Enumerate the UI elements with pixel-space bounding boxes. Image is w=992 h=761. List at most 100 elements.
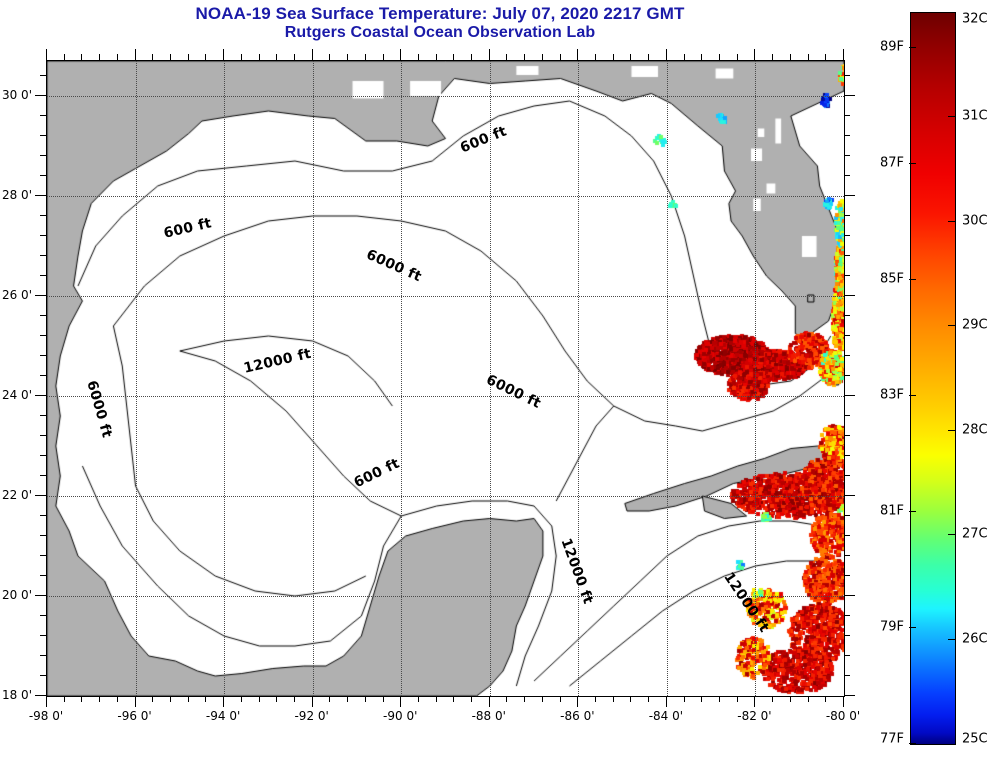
axis-tick-y: [40, 515, 46, 516]
axis-tick-y: [40, 415, 46, 416]
axis-tick-x: [719, 696, 721, 702]
axis-label-y: 20 0': [1, 588, 32, 602]
title-line-1: NOAA-19 Sea Surface Temperature: July 07…: [195, 4, 685, 23]
axis-tick-y: [844, 555, 850, 556]
colorbar-tick-fahrenheit: [909, 626, 916, 628]
axis-tick-y: [844, 195, 855, 196]
axis-tick-y: [844, 355, 850, 356]
colorbar-tick-celsius: [948, 220, 955, 222]
axis-tick-x: [240, 696, 242, 702]
axis-tick-x: [701, 696, 703, 702]
axis-tick-x: [435, 696, 437, 702]
axis-label-x: -80 0': [825, 709, 861, 723]
axis-tick-y: [844, 275, 850, 276]
axis-tick-y: [844, 695, 855, 696]
axis-tick-x: [754, 49, 756, 60]
axis-tick-x: [471, 696, 473, 702]
title-line-2: Rutgers Coastal Ocean Observation Lab: [284, 23, 596, 41]
axis-tick-x: [311, 696, 313, 707]
axis-tick-y: [844, 215, 850, 216]
axis-tick-y: [40, 635, 46, 636]
axis-tick-y: [844, 455, 850, 456]
axis-tick-x: [205, 54, 207, 60]
axis-tick-x: [524, 696, 526, 702]
colorbar-label-celsius: 32C: [962, 11, 988, 27]
colorbar-tick-fahrenheit: [909, 278, 916, 280]
axis-tick-y: [40, 475, 46, 476]
axis-tick-x: [453, 696, 455, 702]
axis-tick-y: [844, 675, 850, 676]
colorbar-gradient: [910, 12, 956, 745]
axis-tick-y: [844, 475, 850, 476]
axis-label-y: 30 0': [1, 88, 32, 102]
axis-tick-y: [40, 215, 46, 216]
axis-tick-x: [772, 54, 774, 60]
axis-tick-x: [400, 696, 402, 707]
axis-label-x: -96 0': [117, 709, 152, 723]
axis-tick-x: [471, 54, 473, 60]
colorbar-label-celsius: 28C: [962, 422, 988, 438]
axis-label-y: 24 0': [1, 388, 32, 402]
axis-tick-y: [40, 455, 46, 456]
axis-tick-y: [40, 335, 46, 336]
axis-tick-y: [844, 295, 855, 296]
axis-label-x: -86 0': [560, 709, 595, 723]
axis-tick-y: [40, 275, 46, 276]
axis-label-x: -98 0': [28, 709, 64, 723]
axis-tick-x: [506, 696, 508, 702]
axis-tick-y: [844, 515, 850, 516]
axis-tick-x: [187, 54, 189, 60]
axis-tick-x: [417, 696, 419, 702]
axis-tick-x: [382, 54, 384, 60]
axis-tick-x: [435, 54, 437, 60]
axis-tick-x: [364, 54, 366, 60]
axis-tick-y: [844, 235, 850, 236]
axis-tick-x: [843, 696, 844, 707]
map-plot-area: 600 ft 600 ft 6000 ft 6000 ft 12000 ft 6000 f…: [46, 60, 845, 697]
sst-map-canvas: [47, 61, 844, 696]
axis-tick-x: [205, 696, 207, 702]
axis-tick-x: [240, 54, 242, 60]
axis-tick-y: [844, 155, 850, 156]
axis-tick-x: [630, 696, 632, 702]
axis-tick-y: [35, 495, 46, 496]
colorbar-label-celsius: 26C: [962, 631, 988, 647]
axis-tick-y: [40, 315, 46, 316]
axis-tick-x: [169, 696, 171, 702]
axis-tick-y: [35, 95, 46, 96]
axis-tick-y: [844, 595, 855, 596]
axis-tick-y: [844, 315, 850, 316]
axis-tick-x: [99, 54, 101, 60]
axis-tick-x: [258, 696, 260, 702]
axis-tick-x: [152, 54, 154, 60]
axis-tick-x: [63, 696, 65, 702]
axis-tick-x: [116, 54, 118, 60]
axis-tick-x: [364, 696, 366, 702]
axis-tick-x: [772, 696, 774, 702]
axis-label-y: 18 0': [1, 688, 32, 702]
axis-label-x: -88 0': [471, 709, 506, 723]
axis-tick-y: [40, 255, 46, 256]
axis-tick-x: [719, 54, 721, 60]
axis-tick-x: [329, 696, 331, 702]
axis-tick-y: [40, 655, 46, 656]
axis-tick-x: [152, 696, 154, 702]
axis-tick-x: [612, 696, 614, 702]
colorbar-tick-fahrenheit: [909, 510, 916, 512]
axis-tick-x: [665, 49, 667, 60]
axis-tick-x: [258, 54, 260, 60]
axis-tick-x: [81, 54, 83, 60]
axis-tick-x: [665, 696, 667, 707]
axis-tick-x: [293, 696, 295, 702]
colorbar: 32C 31C 30C 29C 28C 27C 26C 25C 89F 87F 85F 83F 81F 7…: [880, 12, 988, 747]
axis-tick-y: [844, 535, 850, 536]
axis-tick-y: [844, 115, 850, 116]
axis-tick-x: [134, 49, 136, 60]
axis-tick-x: [683, 54, 685, 60]
axis-tick-y: [35, 695, 46, 696]
axis-tick-x: [116, 696, 118, 702]
colorbar-label-fahrenheit: 77F: [879, 731, 904, 747]
colorbar-label-celsius: 25C: [962, 731, 988, 747]
axis-tick-y: [40, 135, 46, 136]
colorbar-label-celsius: 27C: [962, 526, 988, 542]
